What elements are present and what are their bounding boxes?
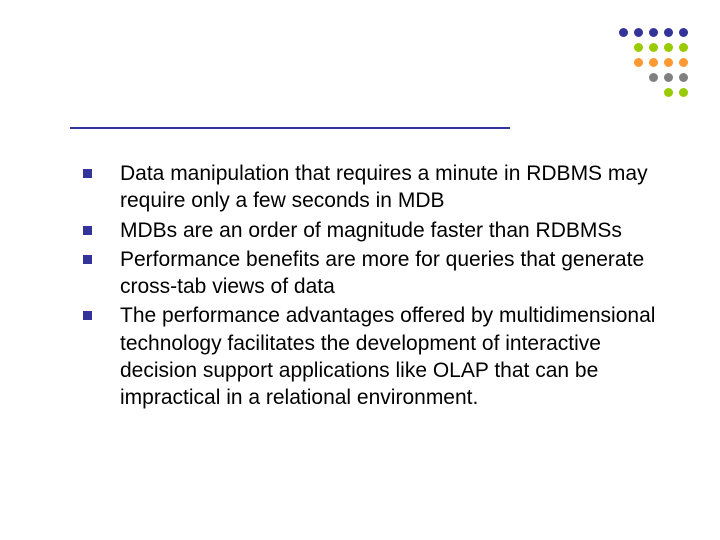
- list-item: Performance benefits are more for querie…: [75, 246, 680, 301]
- list-item: Data manipulation that requires a minute…: [75, 160, 680, 215]
- bullet-icon: [83, 169, 92, 178]
- divider-line: [70, 127, 510, 129]
- slide: Data manipulation that requires a minute…: [0, 0, 720, 540]
- bullet-text: The performance advantages offered by mu…: [120, 302, 680, 411]
- bullet-icon: [83, 226, 92, 235]
- dot-decoration: [619, 28, 688, 103]
- bullet-text: Performance benefits are more for querie…: [120, 246, 680, 301]
- bullet-icon: [83, 311, 92, 320]
- bullet-icon: [83, 255, 92, 264]
- bullet-text: MDBs are an order of magnitude faster th…: [120, 217, 680, 244]
- content-area: Data manipulation that requires a minute…: [75, 160, 680, 414]
- list-item: The performance advantages offered by mu…: [75, 302, 680, 411]
- bullet-text: Data manipulation that requires a minute…: [120, 160, 680, 215]
- bullet-list: Data manipulation that requires a minute…: [75, 160, 680, 412]
- list-item: MDBs are an order of magnitude faster th…: [75, 217, 680, 244]
